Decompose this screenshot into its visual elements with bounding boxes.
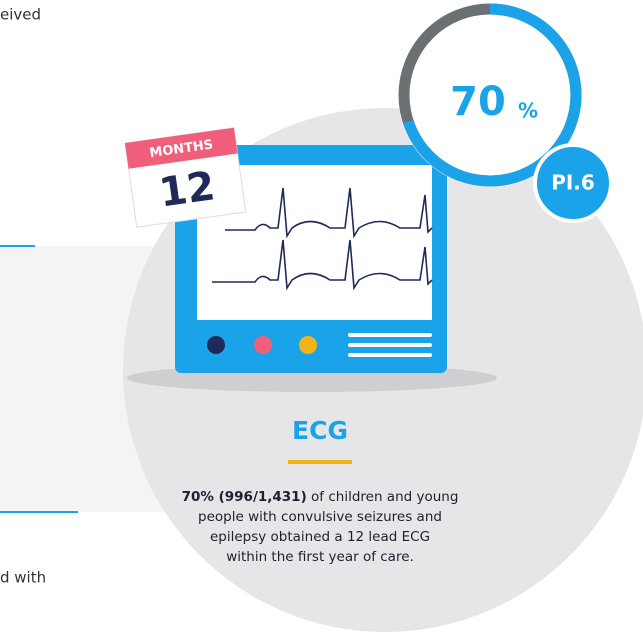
ecg-trace: [212, 239, 433, 291]
description-text: of children and young: [307, 489, 459, 505]
description-line: 70% (996/1,431) of children and young: [182, 489, 459, 505]
calendar: MONTHS 12: [124, 127, 247, 228]
speaker-lines: [348, 333, 432, 357]
calendar-header: [124, 127, 238, 169]
text-fragment: eived: [0, 6, 41, 24]
button-dot: [207, 336, 225, 354]
description: 70% (996/1,431) of children and young pe…: [182, 489, 459, 565]
description-line: epilepsy obtained a 12 lead ECG: [210, 529, 430, 545]
divider: [288, 460, 352, 464]
button-dot: [299, 336, 317, 354]
description-line: within the first year of care.: [226, 549, 414, 565]
description-bold: 70% (996/1,431): [182, 489, 307, 505]
button-dot: [254, 336, 272, 354]
badge-text: PI.6: [551, 171, 595, 195]
calendar-number: 12: [156, 163, 218, 216]
gauge-value: 70: [450, 79, 506, 125]
title: ECG: [292, 416, 348, 445]
text-fragment: d with: [0, 569, 46, 587]
gauge-face: [398, 3, 582, 187]
gauge-unit: %: [518, 99, 538, 123]
badge: [533, 143, 613, 223]
ecg-trace: [225, 187, 433, 239]
description-line: people with convulsive seizures and: [198, 509, 442, 525]
